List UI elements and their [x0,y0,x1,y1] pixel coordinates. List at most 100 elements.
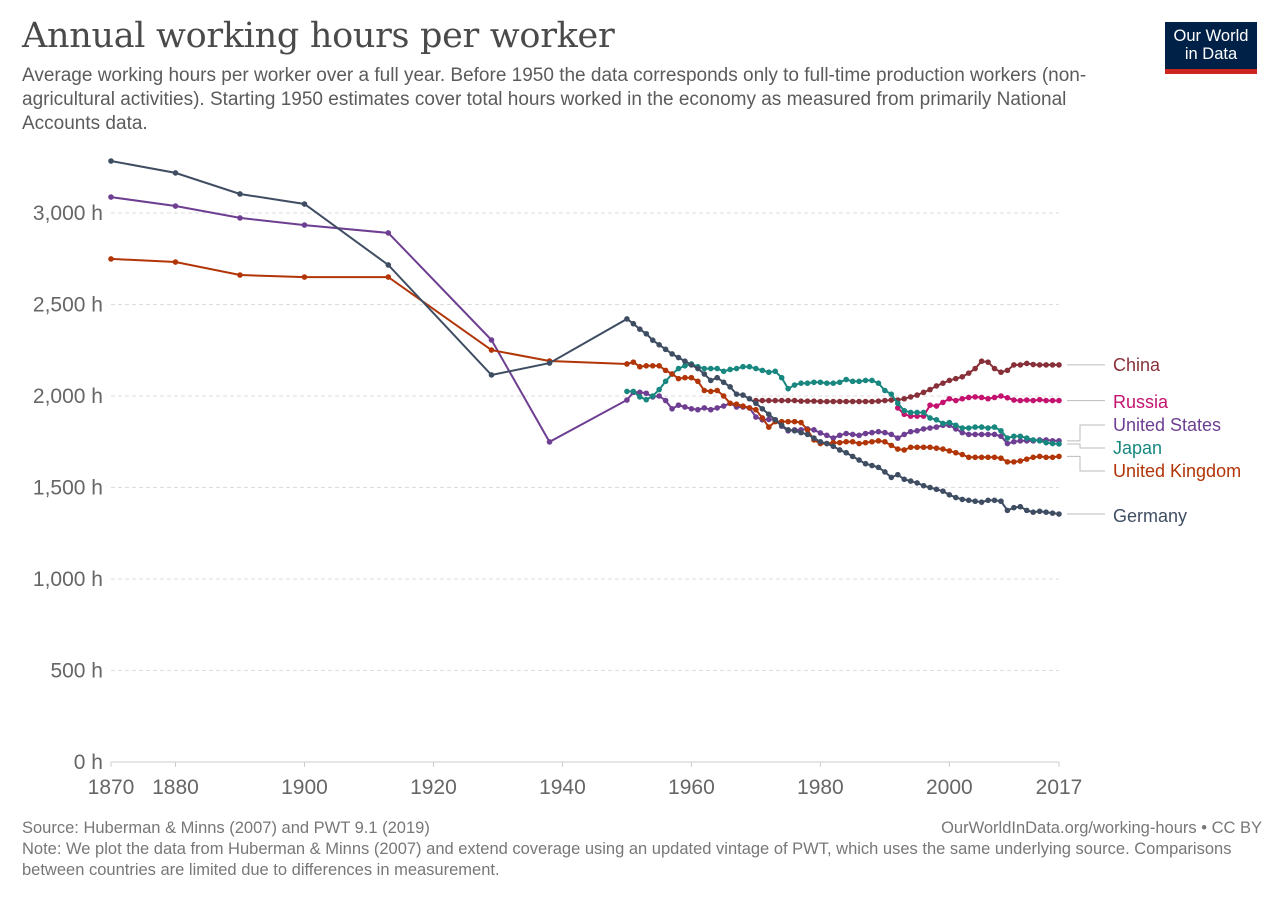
data-point [965,454,972,461]
data-point [824,380,830,386]
data-point [1004,459,1011,465]
data-point [714,387,721,394]
data-point [1004,435,1011,441]
data-point [811,427,817,433]
data-point [707,406,714,413]
data-point [920,389,927,396]
data-point [637,389,643,396]
data-point [946,448,953,454]
data-point [804,427,811,433]
data-point [682,404,688,410]
data-point [998,369,1004,376]
data-point [675,365,682,372]
data-point [759,367,766,374]
data-point [998,455,1004,462]
data-point [946,395,953,402]
data-point [991,454,998,461]
data-point [1017,433,1024,440]
logo-line-2: in Data [1184,45,1238,63]
data-point [720,368,727,375]
data-point [714,405,721,411]
x-tick-label: 1940 [539,776,586,799]
data-point [637,394,643,400]
data-point [798,398,804,404]
data-point [172,170,179,176]
data-point [914,480,920,486]
series-germany [108,158,1062,517]
data-point [836,447,843,453]
data-point [830,435,837,441]
data-point [978,358,985,365]
x-tick-label: 1980 [797,776,844,799]
data-point [946,492,953,498]
data-point [817,379,824,386]
data-point [301,201,308,207]
data-point [675,354,682,361]
data-point [682,363,688,369]
data-point [875,398,882,404]
data-point [985,431,991,438]
data-point [1030,454,1037,461]
data-point [901,431,908,438]
data-point [656,363,662,369]
data-point [959,496,966,503]
data-point [836,398,843,405]
source-link[interactable]: OurWorldInData.org/working-hours • CC BY [941,819,1262,837]
grid-lines [111,212,1059,671]
data-point [894,405,901,411]
data-point [669,351,675,357]
x-tick-label: 1870 [88,776,135,799]
data-point [1030,509,1037,516]
data-point [798,429,804,436]
data-point [488,372,495,378]
data-point [907,444,914,451]
data-point [108,194,114,200]
data-point [1043,397,1049,404]
data-point [843,430,849,437]
data-point [1004,395,1011,401]
series-united-states [108,194,1062,447]
data-point [843,438,849,445]
data-point [1056,362,1062,368]
data-point [849,378,856,385]
data-point [830,380,837,386]
data-point [1049,397,1056,404]
data-point [746,405,753,411]
label-connector [1067,455,1105,472]
data-point [1056,441,1062,447]
data-point [888,431,895,438]
series-label-united-states: United States [1113,415,1221,435]
data-point [862,430,869,437]
data-point [656,393,662,399]
data-point [882,438,888,445]
data-point [933,445,940,451]
data-point [940,420,946,427]
data-point [985,425,991,431]
data-point [546,360,553,366]
data-point [778,374,785,381]
owid-logo[interactable]: Our World in Data [1165,22,1257,74]
data-point [798,419,804,426]
series-label-united-kingdom: United Kingdom [1113,461,1241,481]
series-labels: China Russia United States Japan United King… [1067,355,1241,526]
data-point [1023,435,1030,441]
data-point [759,415,766,421]
data-point [836,379,843,386]
data-point [108,158,114,164]
data-point [1004,507,1011,514]
x-tick-label: 1920 [410,776,457,799]
data-point [927,415,933,421]
data-point [695,406,701,413]
y-tick-label: 1,500 h [33,477,103,500]
data-point [914,392,920,398]
chart-subtitle: Average working hours per worker over a … [22,65,1087,134]
data-point [785,397,791,404]
data-point [695,378,701,385]
series-line [110,196,1059,445]
data-point [1036,453,1043,460]
data-point [869,429,875,436]
data-point [1043,439,1049,446]
data-point [707,388,714,395]
data-point [907,428,914,435]
data-point [972,365,978,372]
